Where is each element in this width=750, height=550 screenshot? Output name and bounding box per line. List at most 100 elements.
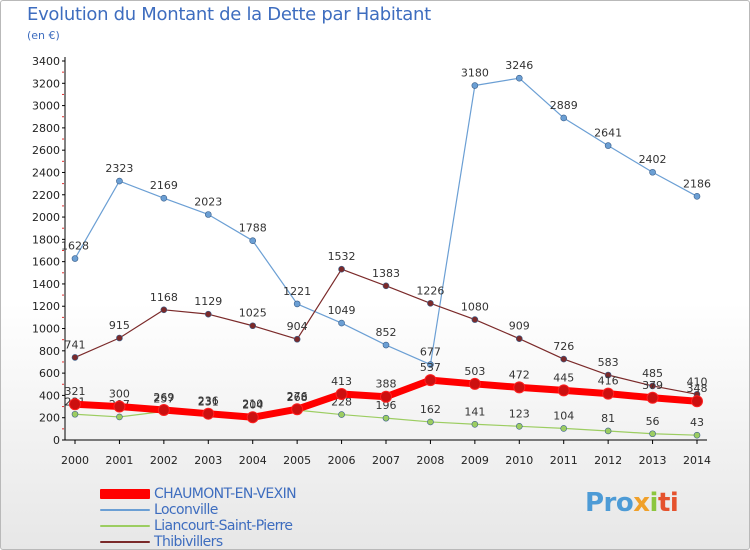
series-line [74,77,698,366]
data-label: 236 [198,395,219,408]
data-label: 388 [376,378,397,391]
data-label: 43 [690,416,704,429]
data-label: 141 [464,405,485,418]
data-point [604,142,612,149]
data-point [157,404,170,417]
data-label: 445 [553,371,574,384]
data-label: 503 [464,365,485,378]
data-label: 3246 [505,59,533,72]
proxiti-logo: Proxiti [585,488,679,518]
data-label: 300 [109,388,130,401]
data-point [335,387,348,400]
x-tick-label: 2006 [328,454,356,467]
data-point [471,82,479,89]
y-tick-label: 3200 [32,77,60,90]
data-label: 2402 [639,153,667,166]
data-point [513,381,526,394]
legend-item: Loconville [100,502,296,518]
data-point [338,265,345,273]
data-label: 210 [242,398,263,411]
legend-item: Liancourt-Saint-Pierre [100,518,296,534]
data-label: 196 [376,399,397,412]
y-tick-label: 1400 [32,278,60,291]
data-label: 583 [598,356,619,369]
data-label: 2186 [683,177,711,190]
data-point [71,354,79,361]
data-point [560,114,568,122]
data-label: 2889 [550,99,578,112]
y-tick-label: 400 [39,389,60,402]
data-label: 485 [642,367,663,380]
data-point [427,361,434,368]
data-label: 321 [65,385,86,398]
data-label: 104 [553,409,574,422]
data-label: 1628 [61,240,89,253]
data-label: 269 [153,391,174,404]
data-point [202,407,215,420]
data-label: 1080 [461,301,489,314]
data-label: 1226 [416,284,444,297]
data-label: 909 [509,320,530,333]
data-label: 2169 [150,179,178,192]
data-point [646,391,659,404]
data-point [113,400,126,413]
data-point [293,335,301,343]
legend-swatch [100,525,150,527]
y-tick-label: 2000 [32,211,60,224]
legend: CHAUMONT-EN-VEXIN Loconville Liancourt-Sai… [100,486,297,550]
logo-text-part: ti [657,488,679,518]
logo-text-part: i [649,488,659,518]
data-label: 1788 [239,222,267,235]
data-label: 231 [198,395,219,408]
y-tick-label: 3400 [32,55,60,68]
data-label: 257 [153,392,174,405]
data-label: 677 [420,346,441,359]
legend-label: Liancourt-Saint-Pierre [154,518,293,534]
data-point [116,177,123,185]
data-point [602,387,615,400]
data-point [515,422,523,430]
y-tick-label: 1600 [32,256,60,269]
x-tick-label: 2004 [239,454,267,467]
data-label: 1532 [328,250,356,263]
data-label: 915 [109,319,130,332]
x-tick-label: 2003 [194,454,222,467]
data-label: 741 [65,338,86,351]
data-label: 1168 [150,291,178,304]
data-label: 123 [509,407,530,420]
data-point [160,306,168,314]
x-tick-label: 2001 [105,454,133,467]
data-point [427,300,434,307]
data-point [382,282,390,290]
y-tick-label: 2200 [32,189,60,202]
legend-item: CHAUMONT-EN-VEXIN [100,486,297,502]
data-label: 537 [420,361,441,374]
data-label: 268 [287,391,308,404]
data-point [160,194,168,202]
y-tick-label: 2600 [32,144,60,157]
data-point [693,431,701,439]
y-tick-label: 2800 [32,122,60,135]
data-point [560,355,568,363]
x-tick-label: 2000 [61,454,89,467]
x-tick-label: 2005 [283,454,311,467]
data-label: 2023 [194,195,222,208]
data-point [649,382,656,390]
x-tick-label: 2011 [550,454,578,467]
data-label: 852 [376,326,397,339]
y-tick-label: 600 [39,367,60,380]
data-label: 276 [287,390,308,403]
data-point [246,411,259,424]
data-point [515,74,523,82]
data-point [69,398,81,411]
y-tick-label: 1800 [32,233,60,246]
data-point [204,310,212,318]
data-point [693,193,701,200]
data-label: 379 [642,379,663,392]
data-label: 204 [242,398,263,411]
data-label: 1025 [239,307,267,320]
data-label: 162 [420,403,441,416]
data-point [382,414,390,422]
data-point [604,427,612,435]
